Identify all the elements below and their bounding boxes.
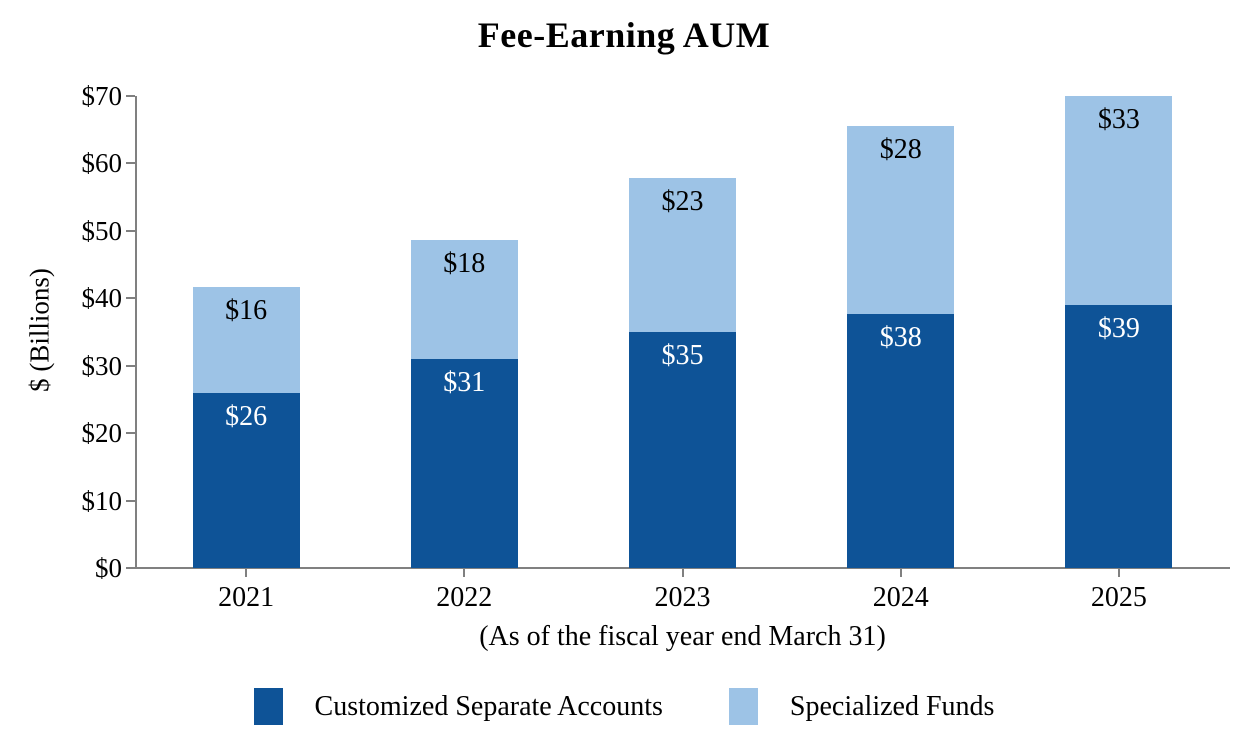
- bar-segment-customized-separate-accounts: [410, 358, 518, 568]
- bar-value-label: $23: [661, 186, 704, 218]
- bar-value-label: $35: [661, 340, 704, 371]
- chart-title: Fee-Earning AUM: [477, 15, 771, 55]
- bar-segment-specialized-funds: [847, 126, 955, 315]
- bar-value-label: $26: [225, 401, 268, 433]
- y-axis-line: [135, 96, 137, 569]
- y-tick-mark: [126, 95, 135, 97]
- x-axis-label: 2024: [872, 582, 929, 613]
- bar-segment-customized-separate-accounts: [192, 393, 300, 568]
- bar-value-label: $28: [879, 134, 922, 166]
- y-tick-label: $20: [81, 418, 123, 449]
- y-tick-label: $70: [81, 81, 123, 111]
- bar-value-label: $39: [1097, 313, 1140, 345]
- x-tick-mark: [245, 569, 248, 577]
- bar-segment-specialized-funds: [410, 239, 518, 359]
- bar-segment-specialized-funds: [192, 286, 300, 394]
- y-tick-label: $0: [95, 553, 122, 583]
- y-tick-mark: [126, 432, 135, 435]
- y-tick-label: $30: [81, 350, 123, 381]
- x-axis-label: 2023: [654, 582, 711, 613]
- x-axis-label: 2021: [218, 582, 275, 613]
- y-tick-label: $40: [81, 283, 123, 314]
- x-axis-label: 2025: [1090, 582, 1147, 613]
- bar-value-label: $16: [225, 294, 268, 326]
- y-tick-mark: [126, 162, 135, 165]
- bar-value-label: $33: [1097, 104, 1140, 135]
- x-axis-subtitle: (As of the fiscal year end March 31): [479, 621, 886, 652]
- x-axis-line: [126, 567, 1230, 569]
- y-tick-mark: [126, 499, 135, 502]
- x-tick-mark: [899, 569, 902, 577]
- legend-label: Specialized Funds: [789, 690, 995, 722]
- bar-value-label: $18: [443, 247, 486, 279]
- y-tick-label: $50: [81, 215, 123, 246]
- bar-segment-customized-separate-accounts: [847, 314, 955, 568]
- bar-segment-customized-separate-accounts: [629, 332, 736, 568]
- legend-label: Customized Separate Accounts: [314, 690, 663, 722]
- y-tick-mark: [126, 364, 135, 367]
- y-tick-mark: [126, 229, 135, 232]
- x-tick-mark: [681, 569, 684, 577]
- y-tick-label: $10: [81, 485, 123, 516]
- bar-segment-specialized-funds: [629, 178, 736, 332]
- bar-value-label: $38: [879, 322, 922, 354]
- x-tick-mark: [1117, 569, 1120, 577]
- y-tick-label: $60: [81, 148, 123, 179]
- legend: Customized Separate Accounts Specialized …: [0, 688, 1248, 725]
- legend-item-specialized-funds: Specialized Funds: [728, 688, 995, 725]
- x-axis-label: 2022: [436, 582, 493, 613]
- legend-item-customized-separate-accounts: Customized Separate Accounts: [253, 688, 663, 725]
- y-tick-mark: [126, 297, 135, 300]
- bar-segment-customized-separate-accounts: [1065, 305, 1173, 568]
- x-tick-mark: [463, 569, 466, 577]
- bar-segment-specialized-funds: [1065, 96, 1173, 306]
- bar-value-label: $31: [443, 366, 486, 398]
- y-tick-mark: [126, 567, 135, 569]
- legend-swatch-customized-separate-accounts: [253, 688, 283, 725]
- legend-swatch-specialized-funds: [728, 688, 758, 725]
